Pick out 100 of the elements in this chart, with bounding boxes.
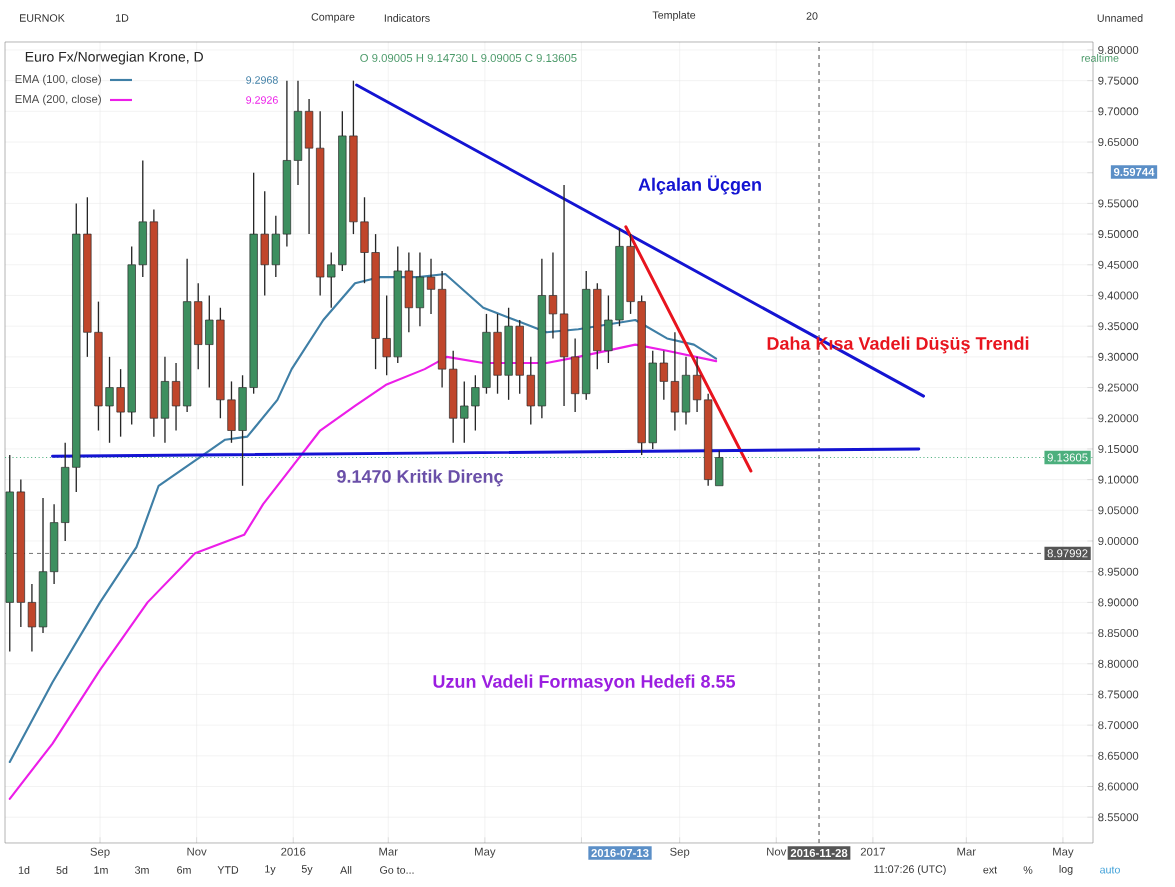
- y-tick-label: 8.90000: [1098, 598, 1139, 607]
- candlestick: [149, 208, 159, 438]
- candlestick: [504, 307, 513, 401]
- candlestick: [38, 497, 48, 634]
- text: %: [1023, 866, 1033, 874]
- candlestick: [61, 442, 70, 542]
- text: Indicators: [384, 14, 430, 22]
- candlestick: [692, 356, 702, 413]
- candlestick: [493, 313, 502, 395]
- candlestick: [194, 282, 203, 370]
- candlestick: [83, 196, 92, 358]
- candlestick: [360, 196, 369, 284]
- candlestick: [437, 270, 447, 389]
- candlestick: [49, 503, 59, 585]
- text: All: [340, 866, 352, 874]
- candlestick: [160, 356, 170, 444]
- text: Compare: [311, 13, 355, 23]
- text: 6m: [177, 866, 191, 874]
- candlestick: [670, 331, 680, 432]
- candlestick: [382, 294, 391, 376]
- candlestick: [449, 350, 458, 444]
- text: 1m: [94, 866, 108, 874]
- text: ext: [983, 866, 998, 874]
- y-tick-label: 9.20000: [1098, 414, 1139, 423]
- candlestick: [5, 454, 14, 653]
- y-tick-label: 9.15000: [1098, 444, 1139, 453]
- text: 5y: [301, 865, 313, 875]
- candlestick: [426, 257, 436, 315]
- candlestick: [526, 356, 535, 426]
- y-tick-label: 8.80000: [1098, 659, 1139, 668]
- y-tick-label: 9.80000: [1098, 45, 1139, 54]
- annotation: 9.2968: [246, 76, 278, 84]
- candlestick: [371, 233, 380, 370]
- candlestick: [105, 356, 114, 444]
- candlestick: [304, 98, 314, 235]
- x-tick-label: 2017: [860, 847, 885, 856]
- text: Unnamed: [1097, 14, 1143, 22]
- x-tick-label: Mar: [379, 847, 398, 856]
- text: Go to...: [380, 866, 414, 874]
- x-tick-label: Sep: [670, 847, 690, 858]
- ref-line-label: 9.13605: [1047, 453, 1088, 462]
- text: 1D: [116, 14, 129, 22]
- candlestick: [571, 337, 580, 413]
- annotation: Uzun Vadeli Formasyon Hedefi 8.55: [433, 674, 736, 692]
- candlestick: [16, 478, 25, 628]
- candlestick: [681, 356, 691, 426]
- y-tick-label: 9.10000: [1098, 475, 1139, 484]
- text: YTD: [217, 866, 239, 874]
- annotation: 9.2926: [246, 96, 278, 104]
- candlestick: [293, 79, 303, 186]
- y-tick-label: 9.50000: [1098, 230, 1139, 239]
- text: auto: [1100, 866, 1120, 874]
- candlestick: [116, 368, 125, 438]
- x-tick-label: Mar: [957, 847, 976, 856]
- candlestick: [27, 583, 37, 653]
- text: 9.59744: [1113, 167, 1155, 176]
- candlestick: [94, 300, 103, 432]
- x-tick-label: Nov: [187, 847, 207, 856]
- text: 5d: [56, 866, 68, 874]
- text: EURNOK: [20, 14, 65, 22]
- legend-label: EMA (200, close): [15, 94, 101, 106]
- y-tick-label: 9.25000: [1098, 383, 1139, 392]
- y-tick-label: 9.75000: [1098, 76, 1139, 85]
- x-tick-label: May: [1053, 847, 1074, 858]
- text: 11:07:26 (UTC): [874, 865, 946, 875]
- x-tick-label: May: [475, 847, 496, 858]
- y-tick-label: 9.35000: [1098, 322, 1139, 331]
- annotation: realtime: [1081, 54, 1119, 62]
- text: log: [1059, 865, 1073, 875]
- y-tick-label: 8.60000: [1098, 782, 1139, 791]
- candlestick: [537, 257, 547, 419]
- y-tick-label: 9.05000: [1098, 506, 1139, 515]
- candlestick: [205, 294, 214, 389]
- y-tick-label: 9.65000: [1098, 138, 1139, 147]
- annotation: 9.1470 Kritik Direnç: [337, 469, 503, 487]
- candlestick: [182, 257, 192, 413]
- ref-line-label: 8.97992: [1047, 549, 1088, 558]
- text: O 9.09005 H 9.14730 L 9.09005 C 9.13605: [360, 53, 577, 62]
- y-tick-label: 9.70000: [1098, 107, 1139, 116]
- candlestick: [260, 190, 269, 297]
- text: 20: [806, 12, 818, 20]
- y-tick-label: 9.00000: [1098, 536, 1139, 545]
- y-tick-label: 9.45000: [1098, 260, 1139, 269]
- y-tick-label: 8.65000: [1098, 751, 1139, 760]
- text: Template: [652, 11, 696, 21]
- y-tick-label: 8.95000: [1098, 567, 1139, 576]
- text: 3m: [134, 866, 149, 874]
- candlestick: [548, 251, 558, 340]
- y-tick-label: 9.40000: [1098, 291, 1139, 300]
- candlestick: [171, 362, 181, 432]
- candlestick: [559, 184, 569, 407]
- annotation: Alçalan Üçgen: [638, 175, 761, 195]
- y-tick-label: 8.85000: [1098, 629, 1139, 638]
- ref-line-label: 2016-11-28: [790, 848, 848, 857]
- y-tick-label: 8.55000: [1098, 813, 1139, 822]
- text: Euro Fx/Norwegian Krone, D: [25, 51, 203, 65]
- candlestick: [282, 79, 292, 248]
- y-tick-label: 9.30000: [1098, 352, 1139, 361]
- candlestick: [72, 202, 81, 493]
- legend-label: EMA (100, close): [15, 74, 101, 86]
